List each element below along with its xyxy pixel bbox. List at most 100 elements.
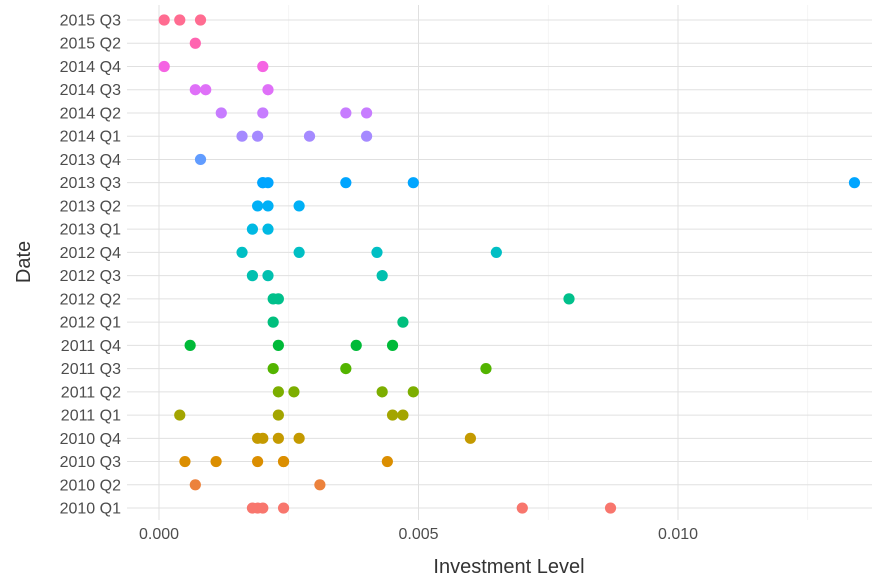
data-point: [257, 60, 269, 73]
data-point: [376, 270, 388, 282]
y-tick-label: 2013 Q2: [60, 198, 121, 215]
data-point: [293, 246, 305, 258]
data-point: [257, 432, 269, 444]
data-point: [267, 316, 279, 328]
data-point: [340, 363, 352, 375]
data-point: [303, 130, 316, 142]
y-tick-label: 2010 Q2: [60, 477, 121, 494]
data-point: [397, 316, 409, 328]
y-tick-label: 2011 Q1: [61, 408, 121, 425]
y-tick-label: 2014 Q1: [60, 129, 121, 146]
x-tick-label: 0.010: [658, 526, 698, 543]
data-point: [371, 246, 383, 258]
data-point: [350, 339, 362, 351]
data-point: [194, 153, 207, 166]
y-axis-title: Date: [13, 241, 35, 283]
data-point: [215, 107, 227, 119]
data-point: [340, 107, 352, 119]
data-point: [288, 386, 300, 398]
data-point: [158, 60, 170, 73]
data-point: [252, 455, 264, 468]
y-tick-label: 2010 Q1: [60, 501, 121, 518]
data-point: [376, 386, 388, 398]
y-tick-label: 2010 Q3: [60, 454, 121, 471]
y-tick-label: 2012 Q1: [60, 315, 121, 332]
y-tick-label: 2013 Q3: [60, 175, 121, 192]
data-point: [386, 409, 399, 421]
x-axis-tick-labels: 0.000 0.005 0.010: [139, 526, 698, 543]
data-point: [464, 432, 476, 444]
data-point: [480, 363, 492, 375]
data-point: [272, 293, 284, 305]
data-point: [277, 502, 290, 514]
y-tick-label: 2012 Q4: [60, 245, 121, 262]
data-point: [604, 502, 617, 514]
data-point: [277, 455, 290, 468]
data-point: [848, 177, 861, 189]
data-point: [174, 14, 186, 26]
minor-gridlines: [288, 5, 809, 520]
data-point: [246, 270, 259, 282]
data-point: [516, 502, 528, 514]
y-axis-tick-labels: 2010 Q1 2010 Q2 2010 Q3 2010 Q4 2011 Q1 2011 …: [60, 13, 121, 518]
data-points: [158, 14, 861, 514]
data-point: [257, 107, 269, 119]
data-point: [407, 177, 419, 189]
data-point: [272, 409, 284, 421]
data-point: [189, 479, 201, 491]
data-point: [210, 455, 222, 468]
data-point: [386, 339, 399, 351]
data-point: [272, 339, 284, 351]
data-point: [381, 455, 393, 468]
data-point: [246, 223, 259, 235]
y-tick-label: 2012 Q2: [60, 291, 121, 308]
y-tick-label: 2012 Q3: [60, 268, 121, 285]
data-point: [236, 130, 248, 142]
data-point: [563, 293, 575, 305]
y-tick-label: 2013 Q4: [60, 152, 121, 169]
data-point: [252, 130, 264, 142]
data-point: [158, 14, 170, 26]
x-axis-title: Investment Level: [433, 556, 584, 578]
data-point: [189, 84, 201, 96]
data-point: [267, 363, 279, 375]
y-tick-label: 2014 Q4: [60, 59, 121, 76]
data-point: [340, 177, 352, 189]
data-point: [407, 386, 419, 398]
data-point: [174, 409, 186, 421]
y-tick-label: 2014 Q3: [60, 82, 121, 99]
data-point: [194, 14, 207, 26]
y-tick-label: 2010 Q4: [60, 431, 121, 448]
data-point: [200, 84, 212, 96]
data-point: [361, 107, 373, 119]
y-tick-label: 2013 Q1: [60, 222, 121, 239]
x-tick-label: 0.000: [139, 526, 179, 543]
data-point: [179, 455, 191, 468]
x-tick-label: 0.005: [398, 526, 438, 543]
data-point: [272, 432, 284, 444]
y-tick-label: 2015 Q3: [60, 13, 121, 30]
y-tick-label: 2011 Q2: [61, 384, 121, 401]
data-point: [490, 246, 502, 258]
y-tick-label: 2011 Q4: [61, 338, 121, 355]
data-point: [262, 200, 274, 212]
y-tick-label: 2011 Q3: [61, 361, 121, 378]
data-point: [293, 200, 305, 212]
data-point: [184, 339, 196, 351]
y-tick-label: 2014 Q2: [60, 105, 121, 122]
data-point: [397, 409, 409, 421]
data-point: [252, 200, 264, 212]
data-point: [293, 432, 305, 444]
data-point: [257, 502, 269, 514]
data-point: [262, 177, 274, 189]
data-point: [361, 130, 373, 142]
data-point: [262, 223, 274, 235]
plot-background: [127, 5, 872, 520]
data-point: [262, 84, 274, 96]
data-point: [236, 246, 248, 258]
data-point: [314, 479, 326, 491]
y-tick-label: 2015 Q2: [60, 36, 121, 53]
data-point: [272, 386, 284, 398]
data-point: [262, 270, 274, 282]
